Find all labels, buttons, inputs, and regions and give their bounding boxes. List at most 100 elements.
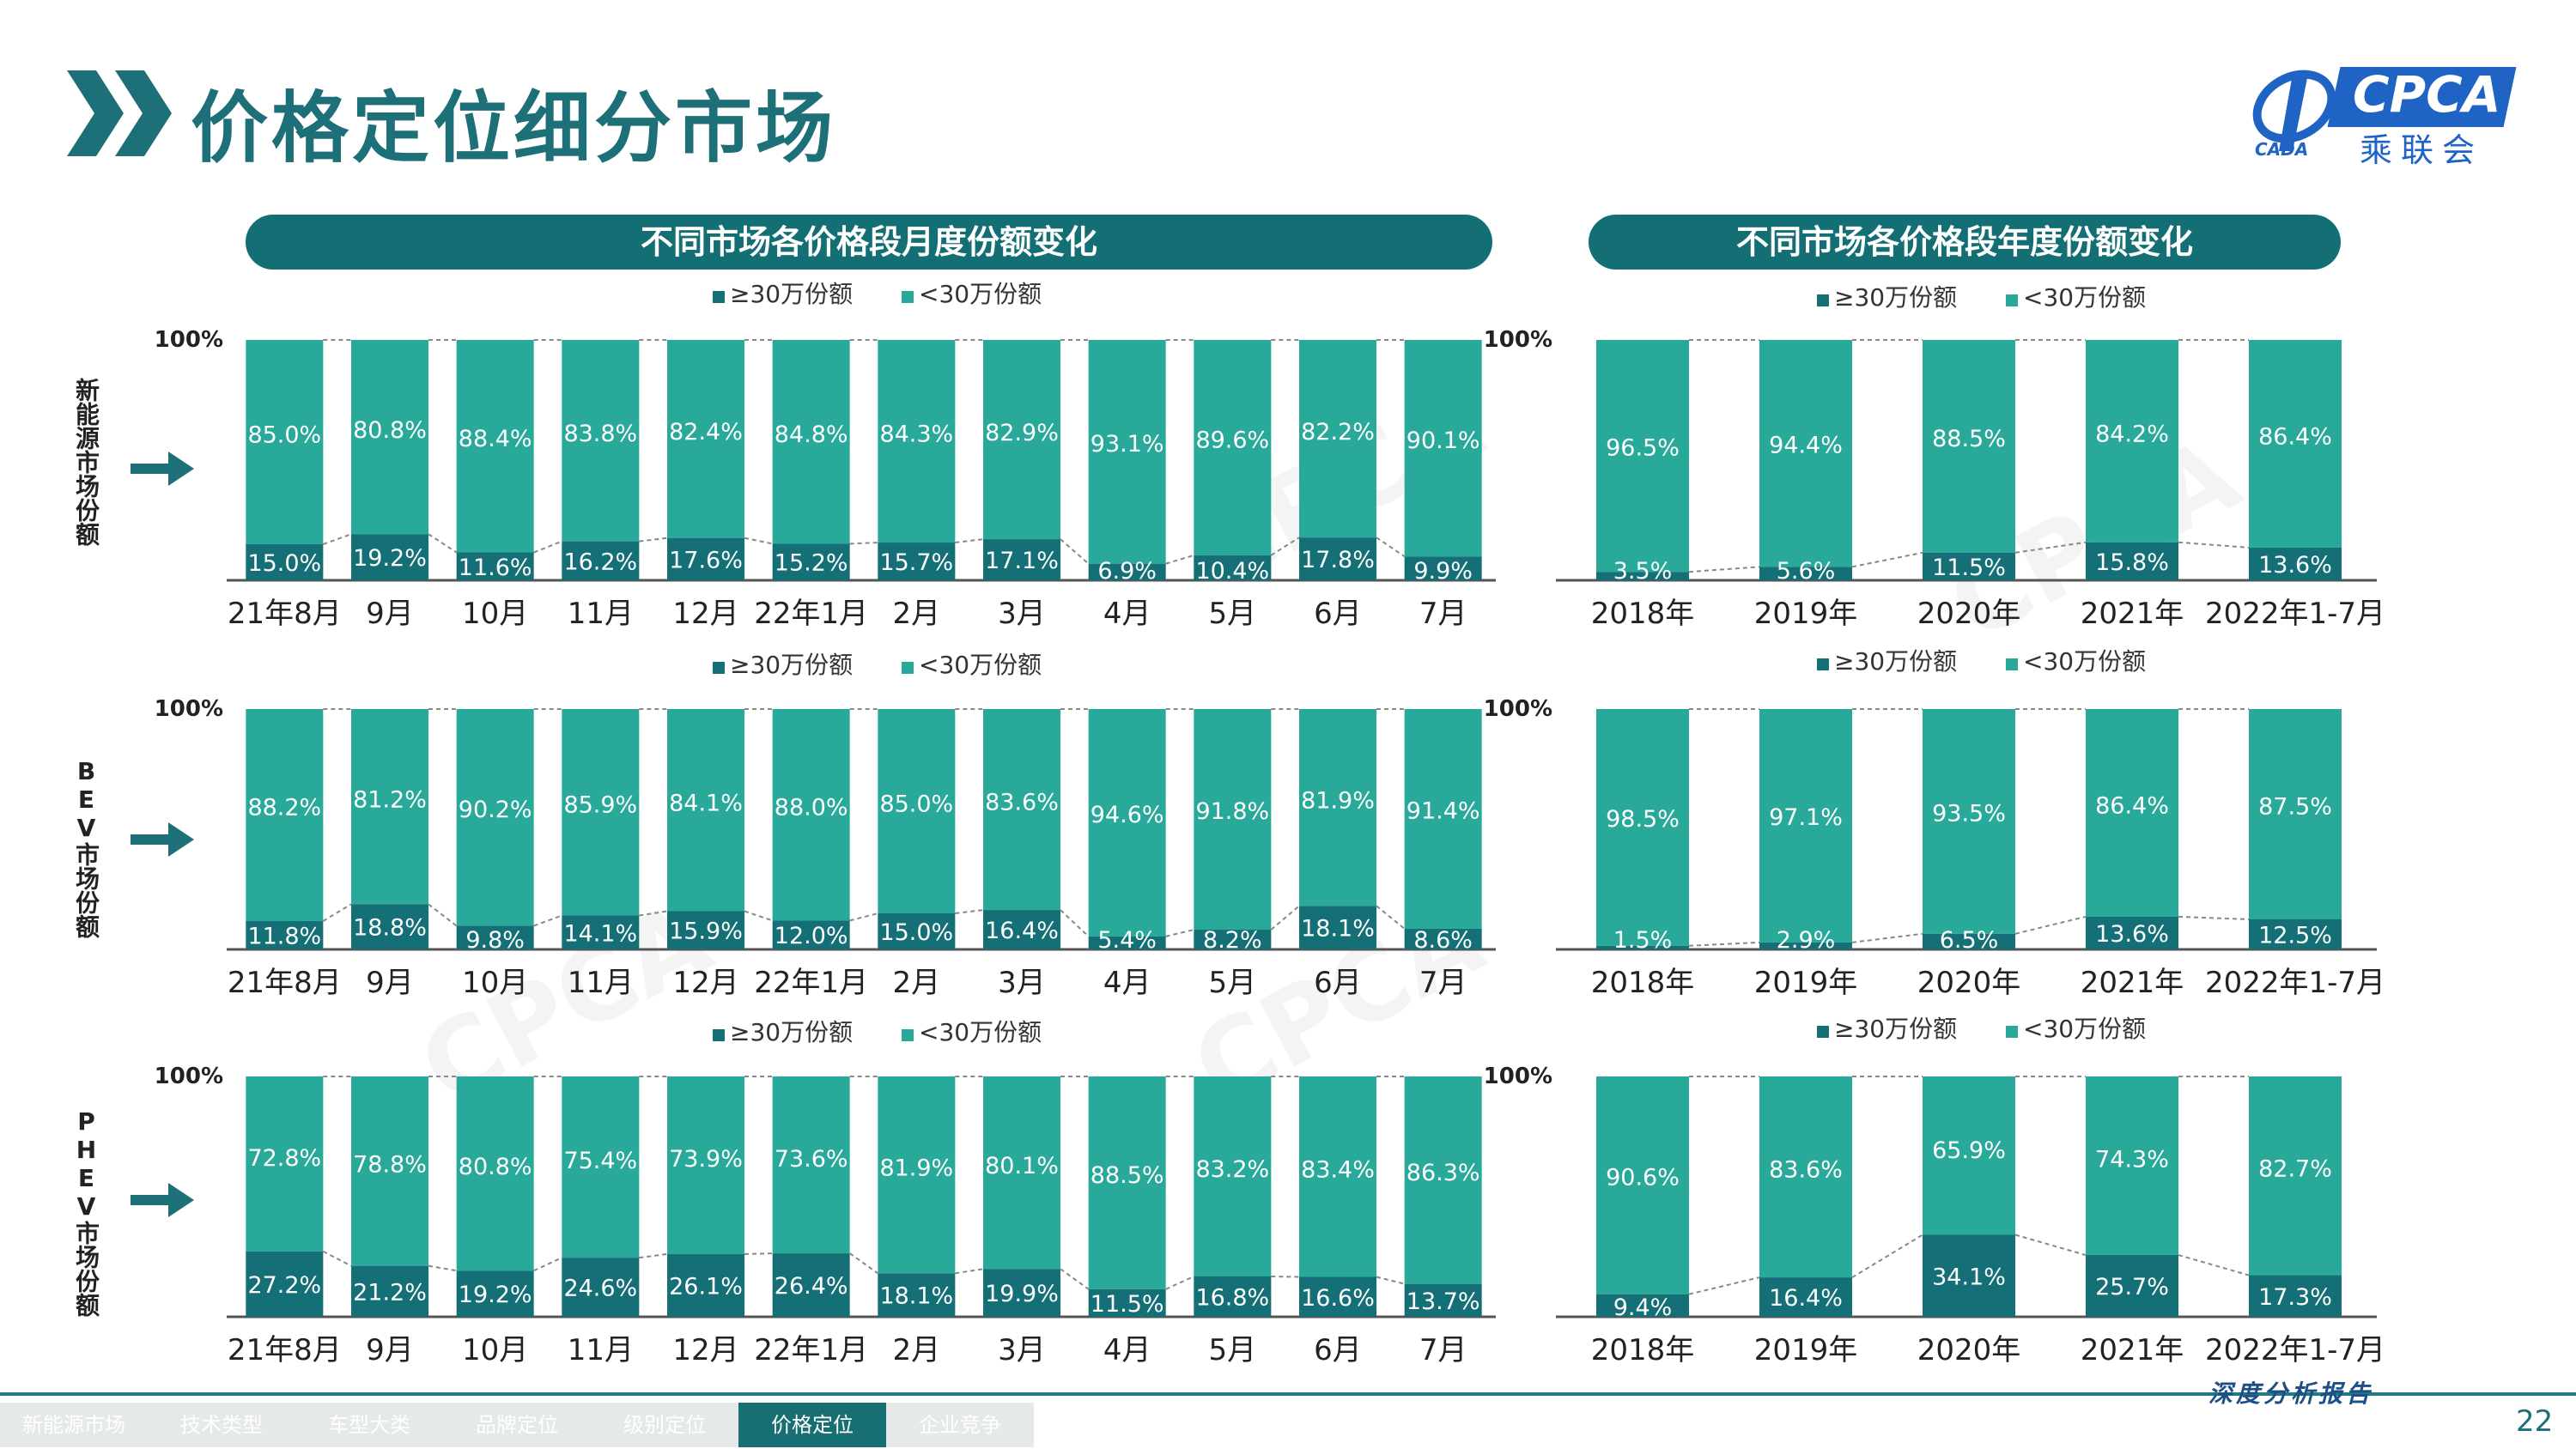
legend-swatch-low (2006, 658, 2018, 670)
data-label-low: 85.0% (247, 421, 321, 448)
bar-segment-low (1194, 709, 1272, 931)
bar-segment-low (1923, 709, 2015, 934)
bar-segment-low (456, 1076, 534, 1271)
data-label-low: 91.4% (1406, 798, 1480, 825)
bar-segment-high (246, 920, 324, 949)
bar-segment-low (1299, 340, 1376, 538)
series-connector (1060, 1268, 1090, 1290)
monthly-section-header: 不同市场各价格段月度份额变化 (246, 215, 1492, 270)
footer-divider (0, 1392, 2576, 1396)
nav-item-tech-type[interactable]: 技术类型 (148, 1403, 295, 1447)
category-label: 2020年 (1917, 1333, 2021, 1367)
series-connector (322, 1250, 352, 1267)
page-title: 价格定位细分市场 (191, 83, 836, 173)
category-label: 2022年1-7月 (2205, 1333, 2385, 1367)
series-connector (2178, 541, 2250, 549)
bar-segment-low (246, 340, 324, 544)
category-label: 6月 (1314, 966, 1362, 1000)
bar-segment-low (1923, 1076, 2015, 1235)
legend-label-low: <30万份额 (919, 280, 1042, 308)
bar-segment-low (1404, 709, 1482, 929)
data-label-high: 15.9% (669, 919, 743, 945)
bar-segment-high (1759, 942, 1852, 949)
bar-segment-low (772, 1076, 850, 1254)
data-label-high: 24.6% (563, 1276, 637, 1302)
data-label-high: 18.1% (1301, 916, 1375, 943)
nav-item-nev-market[interactable]: 新能源市场 (0, 1403, 148, 1447)
data-label-low: 98.5% (1606, 806, 1680, 833)
data-label-high: 5.6% (1777, 558, 1836, 585)
data-label-low: 81.9% (879, 1155, 953, 1181)
bar-segment-high (2086, 916, 2178, 949)
bar-segment-high (983, 910, 1060, 949)
nav-item-price-position[interactable]: 价格定位 (738, 1403, 886, 1447)
axis-top-label: 100% (1484, 327, 1552, 353)
data-label-low: 89.6% (1195, 427, 1269, 453)
data-label-low: 85.9% (563, 792, 637, 819)
bar-segment-low (1194, 1076, 1272, 1276)
bar-segment-low (1194, 340, 1272, 555)
data-label-high: 25.7% (2095, 1274, 2169, 1300)
category-label: 2019年 (1754, 1333, 1858, 1367)
data-label-high: 19.2% (353, 545, 427, 572)
data-label-high: 10.4% (1195, 558, 1269, 585)
bar-segment-low (667, 340, 744, 538)
data-label-high: 9.8% (465, 927, 525, 954)
data-label-low: 84.3% (879, 421, 953, 448)
data-label-low: 88.5% (1091, 1162, 1164, 1189)
legend-label-low: <30万份额 (919, 1018, 1042, 1046)
legend-swatch-high (1817, 294, 1829, 306)
legend-swatch-high (713, 1029, 725, 1041)
bar-segment-low (351, 1076, 428, 1266)
legend-label-high: ≥30万份额 (730, 280, 853, 308)
nav-item-enterprise-competition[interactable]: 企业竞争 (886, 1403, 1034, 1447)
data-label-low: 83.6% (985, 790, 1059, 816)
bar-segment-low (246, 1076, 324, 1252)
category-label: 21年8月 (228, 966, 342, 1000)
category-label: 5月 (1209, 966, 1257, 1000)
bar-segment-high (456, 552, 534, 580)
logo-subtitle: 乘联会 (2360, 131, 2484, 169)
data-label-low: 91.8% (1195, 798, 1269, 825)
bar-segment-high (1194, 1276, 1272, 1317)
bar-segment-low (1404, 340, 1482, 557)
category-label: 7月 (1419, 966, 1467, 1000)
series-connector (639, 1252, 668, 1259)
legend-swatch-high (713, 291, 725, 303)
category-label: 2021年 (2081, 597, 2184, 631)
bar-segment-high (667, 537, 744, 580)
bar-segment-low (772, 709, 850, 921)
bar-segment-high (983, 1269, 1060, 1317)
legend-label-low: <30万份额 (919, 651, 1042, 679)
series-connector (1165, 554, 1194, 565)
series-connector (1060, 538, 1090, 565)
data-label-low: 82.4% (669, 419, 743, 446)
series-connector (322, 533, 352, 545)
series-connector (533, 540, 562, 554)
bar-segment-high (2086, 1255, 2178, 1317)
category-label: 6月 (1314, 1333, 1362, 1367)
legend-swatch-low (902, 291, 914, 303)
bar-segment-low (456, 709, 534, 926)
series-connector (744, 910, 773, 922)
nav-item-brand-position[interactable]: 品牌定位 (443, 1403, 591, 1447)
bar-segment-high (2249, 919, 2342, 949)
series-connector (1270, 537, 1300, 556)
category-label: 2月 (893, 597, 941, 631)
cpca-logo (2252, 67, 2517, 151)
series-connector (955, 538, 984, 544)
data-label-low: 82.2% (1301, 419, 1375, 446)
data-label-low: 81.9% (1301, 787, 1375, 814)
series-connector (1270, 905, 1300, 931)
nav-item-level-position[interactable]: 级别定位 (591, 1403, 738, 1447)
bar-segment-low (1404, 1076, 1482, 1284)
data-label-low: 87.5% (2258, 794, 2332, 821)
series-connector (639, 537, 668, 543)
nav-item-vehicle-type[interactable]: 车型大类 (295, 1403, 443, 1447)
bar-segment-high (772, 543, 850, 580)
series-connector (639, 910, 668, 917)
data-label-low: 84.2% (2095, 421, 2169, 447)
data-label-high: 16.6% (1301, 1285, 1375, 1312)
bar-segment-low (983, 340, 1060, 540)
data-label-high: 11.6% (459, 555, 532, 581)
